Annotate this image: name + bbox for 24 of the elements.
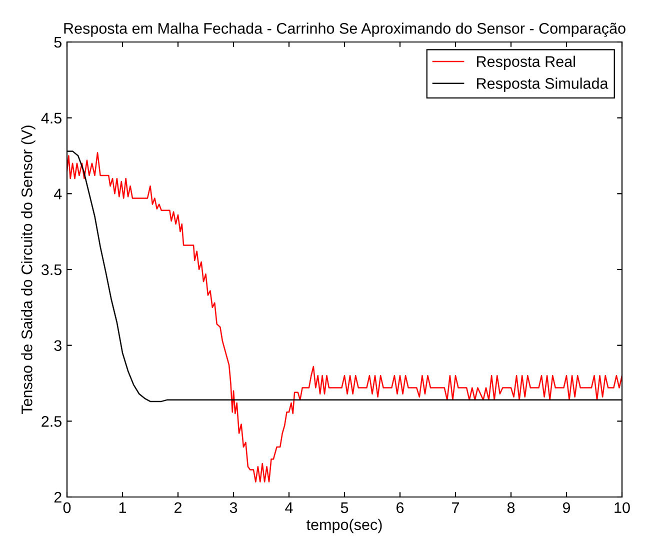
line-series bbox=[67, 152, 622, 482]
x-tick-label: 9 bbox=[562, 502, 570, 514]
y-tick-label: 2.5 bbox=[42, 416, 62, 427]
y-axis-title: Tensao de Saida do Circuito do Sensor (V) bbox=[21, 126, 36, 414]
y-tick-label: 3.5 bbox=[41, 264, 62, 276]
y-tick-label: 2 bbox=[54, 492, 62, 503]
x-tick-label: 7 bbox=[452, 502, 459, 513]
y-tick-label: 4.5 bbox=[41, 112, 62, 124]
y-tick-label: 4 bbox=[54, 188, 62, 200]
x-tick-label: 5 bbox=[340, 502, 348, 514]
legend-label: Resposta Real bbox=[477, 56, 575, 70]
x-tick-label: 3 bbox=[230, 502, 238, 514]
x-tick-label: 8 bbox=[507, 502, 515, 514]
x-tick-label: 10 bbox=[614, 502, 630, 514]
x-axis-title: tempo(sec) bbox=[306, 518, 382, 534]
y-tick-label: 5 bbox=[54, 37, 62, 48]
x-tick-label: 1 bbox=[119, 502, 126, 513]
x-tick-label: 2 bbox=[174, 502, 182, 513]
x-tick-label: 4 bbox=[285, 502, 293, 513]
chart-title: Resposta em Malha Fechada - Carrinho Se Aproximando do Sensor - Comparação bbox=[64, 22, 626, 37]
legend-label: Resposta Simulada bbox=[477, 78, 608, 92]
y-tick-label: 3 bbox=[54, 340, 62, 352]
x-tick-label: 0 bbox=[63, 502, 71, 514]
x-tick-label: 6 bbox=[396, 502, 404, 514]
